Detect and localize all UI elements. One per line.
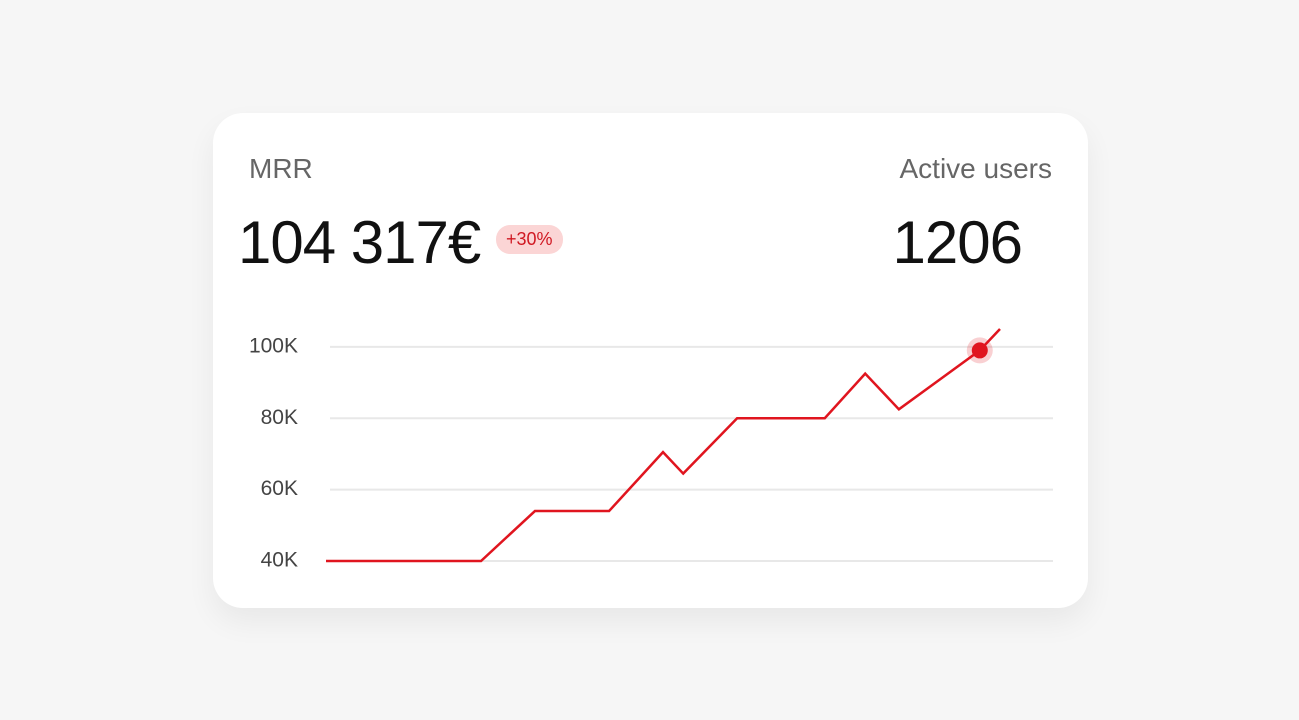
growth-badge: +30% xyxy=(496,225,563,254)
card: MRR 104 317€ +30% Active users 1206 xyxy=(213,113,1088,608)
users-value: 1206 xyxy=(892,209,1023,276)
mrr-label: MRR xyxy=(249,153,313,184)
y-tick-label: 60K xyxy=(261,477,298,500)
users-label: Active users xyxy=(899,153,1053,184)
y-tick-label: 100K xyxy=(249,334,298,357)
mrr-value: 104 317€ xyxy=(238,209,481,276)
line xyxy=(326,328,1001,563)
y-tick-label: 80K xyxy=(261,406,298,429)
highlight-point xyxy=(971,342,988,359)
y-tick-label: 40K xyxy=(261,549,298,572)
